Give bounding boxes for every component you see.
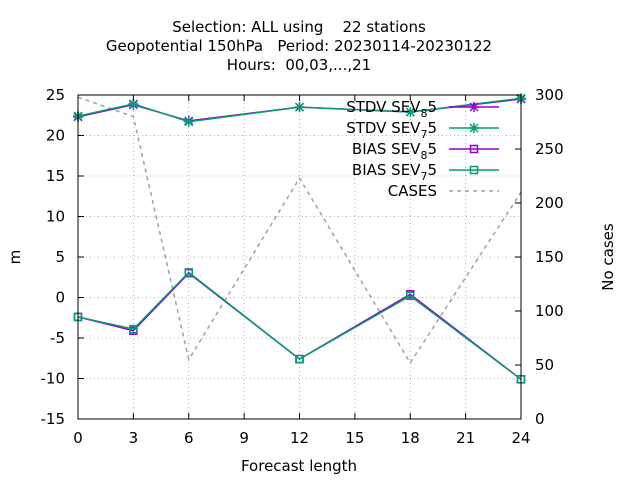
star-marker (128, 98, 139, 109)
square-marker (184, 268, 193, 277)
x-tick-label: 9 (239, 429, 249, 447)
series-bias-sev-8-5 (73, 268, 526, 384)
chart-title-line: Hours: 00,03,...,21 (227, 56, 371, 74)
grid (78, 95, 521, 419)
y-tick-label: 5 (55, 248, 65, 266)
legend-label: STDV SEV75 (346, 119, 437, 141)
legend-label: CASES (388, 182, 437, 200)
series-bias-sev-7-5 (73, 268, 526, 384)
axis-ticks: 0 3 6 9 12 15 18 21 24-15-10-5051015202505010015… (41, 86, 564, 447)
y-tick-label: -10 (41, 370, 66, 388)
y-tick-label: 10 (46, 208, 65, 226)
series-cases (77, 96, 522, 365)
y2-tick-label: 0 (535, 410, 545, 428)
legend-label: BIAS SEV85 (352, 140, 437, 162)
star-marker (294, 102, 305, 113)
star-marker (405, 107, 416, 118)
legend-label: BIAS SEV75 (352, 161, 437, 183)
y2-tick-label: 200 (535, 194, 564, 212)
y2-tick-label: 250 (535, 140, 564, 158)
series-line (77, 271, 522, 380)
chart-title: Selection: ALL using 22 stationsGeopoten… (106, 18, 492, 74)
legend-label: STDV SEV85 (346, 98, 437, 120)
star-marker (469, 102, 479, 112)
series-line (77, 97, 522, 123)
legend-entry: BIAS SEV85 (352, 140, 499, 162)
legend-entry: CASES (388, 182, 499, 200)
y2-tick-label: 50 (535, 356, 554, 374)
chart-title-line: Selection: ALL using 22 stations (172, 18, 426, 36)
x-tick-label: 6 (184, 429, 194, 447)
x-axis-label: Forecast length (241, 457, 357, 475)
x-tick-label: 15 (345, 429, 364, 447)
y-tick-label: 15 (46, 167, 65, 185)
legend-entry: STDV SEV85 (346, 98, 499, 120)
y2-tick-label: 150 (535, 248, 564, 266)
star-marker (469, 123, 479, 133)
square-marker (406, 291, 415, 301)
x-tick-label: 3 (129, 429, 139, 447)
x-tick-label: 0 (73, 429, 83, 447)
y-tick-label: -15 (41, 410, 66, 428)
x-tick-label: 21 (456, 429, 475, 447)
square-marker (469, 144, 479, 154)
y-axis-label: m (6, 250, 24, 265)
star-marker (183, 116, 194, 127)
y-tick-label: 0 (55, 289, 65, 307)
x-tick-label: 24 (511, 429, 530, 447)
x-tick-label: 12 (290, 429, 309, 447)
y-tick-label: 20 (46, 127, 65, 145)
y-tick-label: -5 (50, 329, 65, 347)
y2-axis-label: No cases (599, 223, 617, 291)
chart-title-line: Geopotential 150hPa Period: 20230114-202… (106, 37, 492, 55)
square-marker (469, 165, 479, 175)
square-marker (129, 324, 138, 334)
y2-tick-label: 300 (535, 86, 564, 104)
square-marker (295, 354, 304, 364)
legend-entry: BIAS SEV75 (352, 161, 499, 183)
legend-entry: STDV SEV75 (346, 119, 499, 141)
y2-tick-label: 100 (535, 302, 564, 320)
x-tick-label: 18 (401, 429, 420, 447)
series-line (77, 96, 522, 365)
y-tick-label: 25 (46, 86, 65, 104)
